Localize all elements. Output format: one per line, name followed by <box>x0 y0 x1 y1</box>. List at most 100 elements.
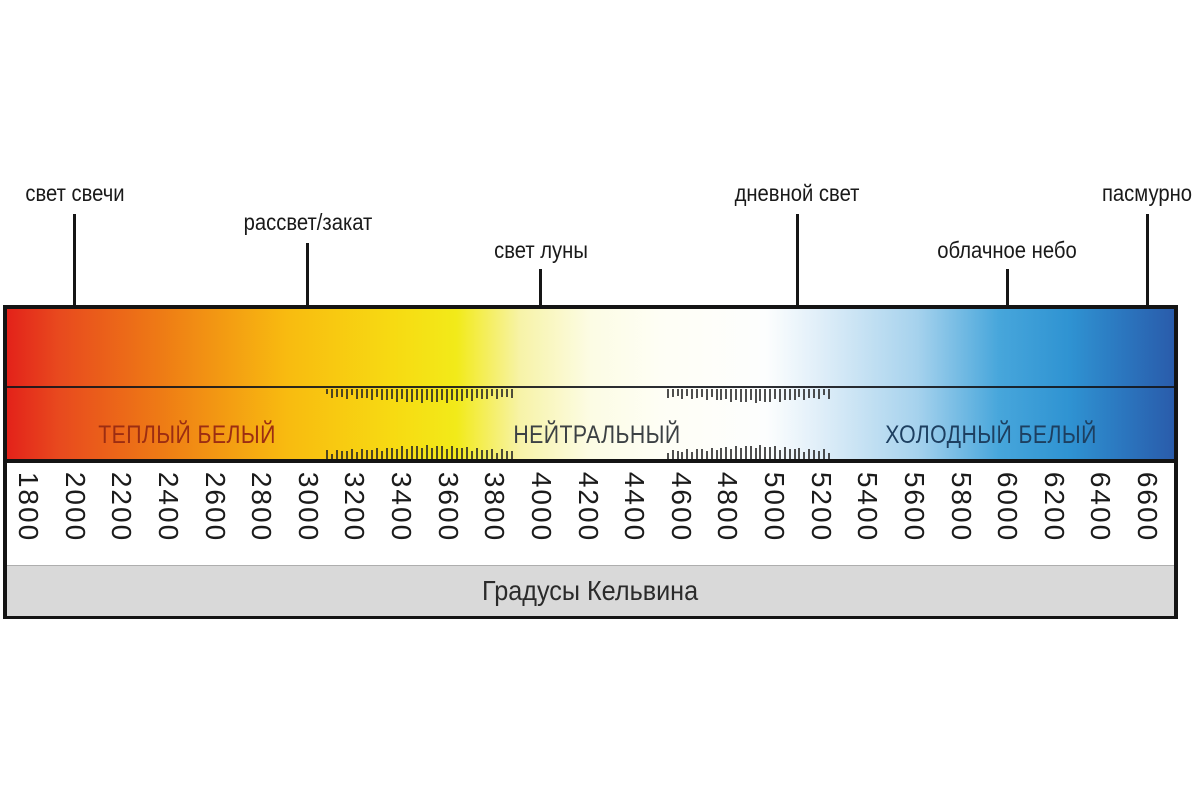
transition-tick <box>808 448 811 459</box>
transition-tick-group <box>666 389 830 404</box>
kelvin-scale-number: 2600 <box>199 471 231 543</box>
transition-tick <box>788 448 791 459</box>
marker-pointer-line <box>795 214 799 348</box>
transition-tick <box>331 389 334 399</box>
transition-tick <box>361 449 364 459</box>
transition-tick <box>696 389 698 399</box>
transition-tick <box>381 389 384 401</box>
marker-pointer-line <box>306 243 310 348</box>
kelvin-scale-number: 4400 <box>619 471 651 543</box>
marker-label-text: облачное небо <box>937 237 1077 263</box>
transition-tick <box>490 448 493 459</box>
transition-tick <box>455 389 458 401</box>
transition-tick <box>783 446 786 459</box>
transition-tick <box>386 389 389 400</box>
transition-tick <box>671 389 674 398</box>
marker-label: свет луны <box>488 238 595 262</box>
transition-tick <box>396 448 399 459</box>
marker-pointer-line <box>1145 214 1149 348</box>
transition-tick <box>441 389 444 400</box>
marker-label-text: дневной свет <box>734 180 860 206</box>
transition-tick <box>764 447 767 459</box>
transition-tick <box>470 389 473 401</box>
kelvin-scale-number: 5400 <box>852 471 884 543</box>
kelvin-scale-number: 3800 <box>479 471 511 543</box>
transition-tick <box>376 447 379 459</box>
transition-tick <box>436 389 439 403</box>
zone-label: НЕЙТРАЛЬНЫЙ <box>498 422 695 448</box>
kelvin-scale-number: 5200 <box>805 471 837 543</box>
kelvin-scale-number: 6600 <box>1132 471 1163 543</box>
transition-tick <box>401 389 404 399</box>
kelvin-scale-number: 4800 <box>712 471 744 543</box>
transition-tick <box>749 445 752 459</box>
transition-tick <box>817 389 820 399</box>
transition-tick <box>500 389 503 397</box>
transition-tick <box>715 450 718 459</box>
transition-tick <box>827 389 830 399</box>
transition-tick <box>720 447 723 459</box>
transition-tick <box>710 447 713 459</box>
kelvin-gradient-bar: ТЕПЛЫЙ БЕЛЫЙ НЕЙТРАЛЬНЫЙ ХОЛОДНЫЙ БЕЛЫЙ <box>3 305 1178 463</box>
transition-tick <box>341 389 344 397</box>
transition-tick <box>510 450 513 459</box>
transition-tick <box>475 447 478 459</box>
transition-tick <box>705 450 708 459</box>
zone-label-text: ТЕПЛЫЙ БЕЛЫЙ <box>97 421 276 449</box>
transition-tick <box>441 445 444 459</box>
marker-label: свет свечи <box>18 181 131 205</box>
transition-tick <box>371 389 374 400</box>
transition-tick <box>411 446 414 459</box>
transition-tick <box>769 446 772 459</box>
transition-tick <box>725 447 728 459</box>
transition-tick <box>366 389 369 398</box>
transition-tick <box>446 389 449 403</box>
transition-tick <box>759 389 762 401</box>
transition-tick <box>495 389 498 400</box>
transition-tick <box>730 389 733 402</box>
kelvin-scale-number: 4200 <box>572 471 604 543</box>
transition-tick <box>793 448 796 459</box>
kelvin-scale-number: 2200 <box>106 471 138 543</box>
transition-tick <box>431 389 434 403</box>
kelvin-scale-number: 4000 <box>525 471 557 543</box>
transition-tick <box>774 446 776 459</box>
transition-tick <box>505 451 508 459</box>
transition-tick <box>371 450 374 459</box>
transition-tick <box>769 389 772 403</box>
kelvin-scale-number: 6000 <box>992 471 1024 543</box>
transition-tick-group <box>666 444 830 459</box>
transition-tick <box>827 453 830 459</box>
marker-label-text: рассвет/закат <box>243 209 373 235</box>
transition-tick <box>686 389 689 396</box>
transition-tick <box>666 453 669 459</box>
transition-tick <box>778 449 781 459</box>
transition-tick <box>446 448 449 459</box>
transition-tick <box>460 389 463 401</box>
transition-tick <box>710 389 713 398</box>
transition-tick <box>436 446 439 459</box>
kelvin-scale-number: 4600 <box>665 471 697 543</box>
transition-tick <box>666 389 669 398</box>
transition-tick <box>416 446 419 459</box>
transition-tick <box>817 450 820 459</box>
transition-tick <box>361 389 364 398</box>
transition-tick <box>759 445 762 459</box>
kelvin-scale-number: 3200 <box>339 471 371 543</box>
zone-label: ТЕПЛЫЙ БЕЛЫЙ <box>82 422 291 448</box>
transition-tick <box>465 389 468 398</box>
kelvin-scale-number: 5600 <box>898 471 930 543</box>
transition-tick <box>744 389 747 403</box>
transition-tick <box>480 449 483 459</box>
marker-label: облачное небо <box>928 238 1087 262</box>
marker-label-text: свет луны <box>493 237 588 263</box>
footer-title: Градусы Кельвина <box>470 575 710 607</box>
transition-tick <box>788 389 791 400</box>
transition-tick <box>822 449 825 459</box>
transition-tick <box>764 389 767 402</box>
transition-tick <box>470 450 473 459</box>
transition-tick <box>391 389 394 399</box>
transition-tick <box>336 449 339 459</box>
transition-tick <box>336 389 339 397</box>
